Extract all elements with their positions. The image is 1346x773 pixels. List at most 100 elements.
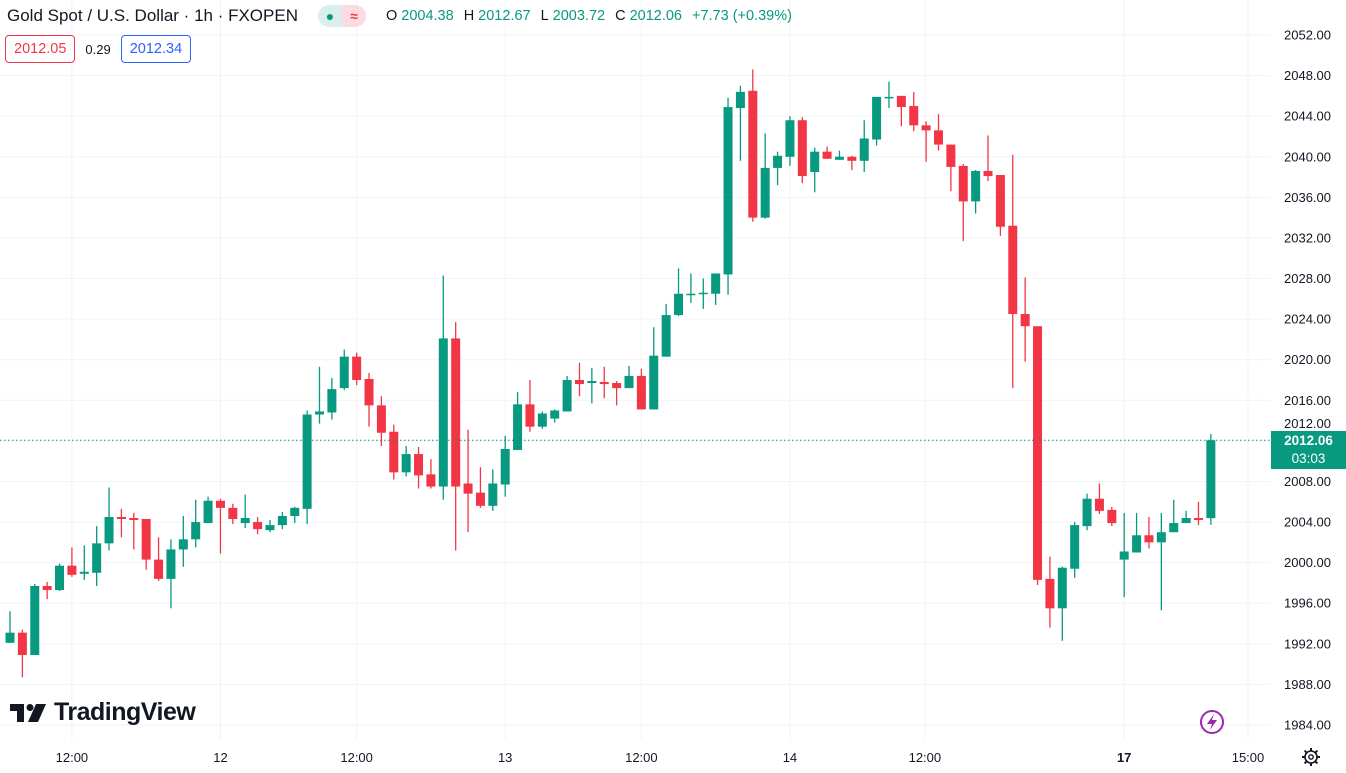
candle-up (401, 445, 411, 477)
candle-body (649, 355, 659, 410)
candle-body (550, 410, 560, 419)
bar-countdown: 03:03 (1291, 451, 1326, 466)
close-label: C (615, 8, 626, 24)
candle-body (376, 405, 386, 433)
candle-up (5, 611, 15, 643)
price-axis[interactable]: 2052.00 2048.00 2044.00 2040.00 2036.00 2032.… (1284, 28, 1331, 733)
time-tick-label: 14 (783, 750, 797, 765)
candle-body (463, 483, 473, 494)
candle-body (834, 156, 844, 160)
candle-down (958, 163, 968, 241)
candle-up (30, 583, 40, 655)
candle-up (1132, 512, 1142, 553)
candle-up (562, 375, 572, 412)
candle-body (5, 632, 15, 643)
price-tick-label: 2052.00 (1284, 28, 1331, 43)
candle-body (265, 525, 275, 531)
time-tick-label: 15:00 (1232, 750, 1265, 765)
market-status[interactable]: ● ≈ (317, 5, 366, 27)
candle-down (228, 503, 238, 525)
candle-body (17, 632, 27, 655)
candle-down (426, 459, 436, 489)
candle-body (995, 175, 1005, 227)
price-tick-label: 1996.00 (1284, 596, 1331, 611)
candle-up (1156, 512, 1166, 611)
candle-down (129, 512, 139, 550)
candle-up (488, 469, 498, 511)
candle-body (475, 492, 485, 506)
candle-body (896, 95, 906, 108)
candle-down (414, 446, 424, 489)
price-tick-label: 2028.00 (1284, 271, 1331, 286)
candle-up (203, 496, 213, 524)
candle-body (364, 378, 374, 406)
candle-up (686, 273, 696, 303)
high-value: 2012.67 (478, 8, 531, 24)
candle-body (661, 315, 671, 357)
candle-down (215, 498, 225, 554)
candle-body (116, 516, 126, 520)
candle-up (1169, 499, 1179, 533)
candle-body (1156, 532, 1166, 543)
change-value: +7.73 (+0.39%) (692, 8, 792, 24)
candle-body (785, 120, 795, 157)
candle-body (698, 292, 708, 295)
symbol-title[interactable]: Gold Spot / U.S. Dollar · 1h · FXOPEN (7, 6, 298, 25)
candle-up (785, 116, 795, 166)
time-tick-label: 17 (1117, 750, 1131, 765)
candle-up (1070, 522, 1080, 578)
candle-body (872, 96, 882, 140)
candle-body (389, 431, 399, 473)
candle-down (1008, 154, 1018, 389)
candle-down (748, 69, 758, 222)
tradingview-logo[interactable]: TradingView (10, 698, 196, 727)
candle-up (277, 511, 287, 530)
spread-value: 0.29 (85, 41, 111, 57)
candle-body (154, 559, 164, 579)
candle-down (376, 396, 386, 446)
candle-down (67, 547, 77, 577)
gear-icon[interactable] (1302, 748, 1320, 766)
candle-body (500, 448, 510, 485)
candle-up (339, 349, 349, 391)
time-tick-label: 12:00 (340, 750, 373, 765)
candle-body (1057, 567, 1067, 609)
time-tick-label: 12:00 (909, 750, 942, 765)
candle-up (649, 327, 659, 410)
candle-body (1020, 314, 1030, 327)
buy-button[interactable]: 2012.34 (120, 35, 192, 63)
candle-down (1193, 501, 1203, 526)
candle-down (599, 366, 609, 399)
candle-up (1206, 434, 1216, 525)
time-axis[interactable]: 12:00 12 12:00 13 12:00 14 12:00 17 15:00 (56, 750, 1265, 765)
candle-body (612, 383, 622, 389)
candle-up (550, 409, 560, 423)
candle-up (773, 151, 783, 186)
candle-body (1119, 551, 1129, 560)
candle-body (760, 167, 770, 218)
candle-body (290, 507, 300, 516)
price-tick-label: 2044.00 (1284, 109, 1331, 124)
lightning-icon[interactable] (1200, 710, 1224, 734)
candle-body (921, 125, 931, 131)
candle-up (971, 169, 981, 214)
candle-body (42, 585, 52, 591)
candle-body (624, 375, 634, 389)
candle-body (748, 90, 758, 218)
candle-up (1119, 512, 1129, 598)
market-open-dot-icon[interactable]: ● (317, 5, 342, 27)
delayed-data-icon[interactable]: ≈ (341, 5, 366, 27)
candle-up (1057, 566, 1067, 641)
candle-body (723, 107, 733, 275)
candle-up (79, 545, 89, 580)
ohlc-values: O 2004.38 H 2012.67 L 2003.72 C 2012.06 +7.7… (386, 8, 798, 24)
chart-legend: Gold Spot / U.S. Dollar · 1h · FXOPEN ● … (7, 5, 798, 27)
candle-down (909, 91, 919, 132)
candle-body (983, 170, 993, 177)
sell-button[interactable]: 2012.05 (5, 35, 76, 63)
candle-up (661, 303, 671, 357)
candle-body (352, 356, 362, 380)
candle-down (983, 135, 993, 182)
time-tick-label: 12:00 (625, 750, 658, 765)
